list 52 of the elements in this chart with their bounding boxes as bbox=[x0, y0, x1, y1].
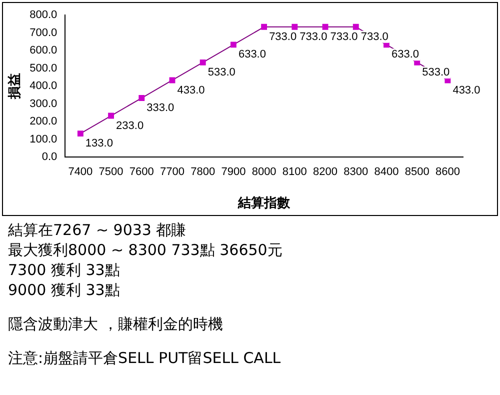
y-tick-label: 500.0 bbox=[30, 62, 58, 74]
x-tick-label: 7600 bbox=[129, 166, 154, 178]
x-axis-title: 結算指數 bbox=[237, 194, 292, 210]
x-tick-label: 8100 bbox=[282, 166, 307, 178]
data-label: 233.0 bbox=[116, 120, 144, 132]
data-label: 533.0 bbox=[208, 66, 236, 78]
text: 結算在7267 ~ 9033 都賺 bbox=[8, 220, 188, 240]
data-label: 733.0 bbox=[330, 30, 358, 43]
data-label: 733.0 bbox=[360, 30, 388, 43]
x-tick-label: 8200 bbox=[313, 166, 338, 178]
x-tick-label: 7800 bbox=[190, 166, 216, 178]
x-tick-label: 7500 bbox=[98, 166, 124, 178]
x-tick-label: 8600 bbox=[435, 166, 460, 178]
y-tick-label: 700.0 bbox=[30, 26, 58, 39]
x-tick-label: 7900 bbox=[221, 166, 246, 178]
x-tick-label: 8400 bbox=[374, 166, 399, 178]
data-label: 633.0 bbox=[391, 48, 420, 61]
y-tick-label: 800.0 bbox=[30, 9, 58, 22]
data-label: 733.0 bbox=[269, 30, 297, 43]
x-tick-label: 8000 bbox=[252, 166, 276, 178]
y-tick-label: 200.0 bbox=[30, 116, 58, 128]
data-label: 433.0 bbox=[177, 84, 205, 96]
point bbox=[77, 130, 84, 137]
text: 隱含波動津大 ，賺權利金的時機 bbox=[8, 314, 224, 334]
point bbox=[322, 24, 328, 30]
x-tick-label: 8500 bbox=[404, 166, 430, 178]
point bbox=[352, 24, 359, 30]
point bbox=[200, 59, 206, 66]
y-tick-label: 600.0 bbox=[30, 44, 58, 57]
data-label: 533.0 bbox=[422, 66, 450, 78]
text: 注意:崩盤請平倉SELL PUT留SELL CALL bbox=[8, 348, 282, 368]
point bbox=[261, 24, 268, 30]
data-label: 133.0 bbox=[85, 138, 113, 150]
point bbox=[230, 42, 236, 48]
data-label: 733.0 bbox=[300, 30, 328, 43]
y-tick-label: 0.0 bbox=[42, 151, 58, 164]
y-tick-label: 400.0 bbox=[30, 80, 58, 92]
x-tick-label: 7400 bbox=[68, 166, 93, 178]
text: 9000 獲利 33點 bbox=[8, 280, 121, 300]
text: 7300 獲利 33點 bbox=[8, 260, 121, 280]
x-tick-label: 7700 bbox=[160, 166, 184, 178]
y-tick-label: 100.0 bbox=[30, 133, 58, 146]
data-label: 333.0 bbox=[146, 102, 174, 114]
point bbox=[292, 24, 298, 30]
data-label: 433.0 bbox=[452, 84, 480, 96]
point bbox=[138, 95, 145, 101]
y-tick-label: 300.0 bbox=[30, 98, 58, 110]
data-label: 633.0 bbox=[238, 48, 266, 61]
y-axis-title: 損益 bbox=[6, 73, 22, 100]
x-tick-label: 8300 bbox=[344, 166, 368, 178]
point bbox=[108, 112, 114, 119]
text: 最大獲利8000 ~ 8300 733點 36650元 bbox=[8, 240, 282, 260]
